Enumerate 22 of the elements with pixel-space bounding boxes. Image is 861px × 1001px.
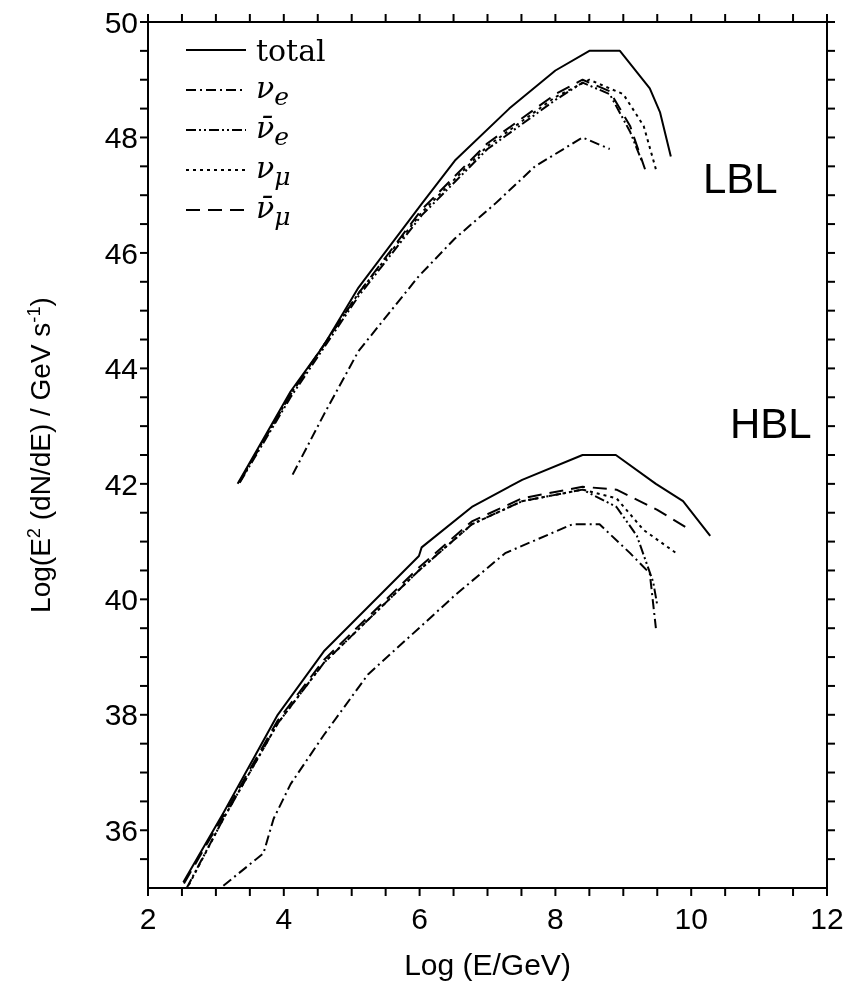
annotation: HBL bbox=[730, 400, 812, 447]
legend-label: ν$_{μ}$ bbox=[256, 149, 291, 191]
annotation: LBL bbox=[703, 155, 778, 202]
legend-label: ν̄$_{μ}$ bbox=[256, 189, 291, 231]
legend-label: ν$_{e}$ bbox=[256, 69, 290, 111]
x-tick-label: 4 bbox=[275, 902, 293, 936]
y-tick-label: 42 bbox=[104, 467, 138, 501]
legend-label: ν̄$_{e}$ bbox=[256, 109, 290, 151]
y-tick-label: 50 bbox=[104, 5, 138, 39]
x-axis-title: Log (E/GeV) bbox=[404, 948, 571, 981]
legend-label: total bbox=[256, 32, 326, 68]
y-tick-label: 40 bbox=[104, 582, 138, 616]
y-tick-label: 44 bbox=[104, 352, 138, 386]
y-tick-label: 46 bbox=[104, 236, 138, 270]
y-tick-label: 48 bbox=[104, 121, 138, 155]
x-tick-label: 2 bbox=[139, 902, 157, 936]
y-tick-label: 36 bbox=[104, 813, 138, 847]
x-tick-label: 6 bbox=[411, 902, 428, 936]
x-tick-label: 12 bbox=[810, 902, 844, 936]
x-tick-label: 8 bbox=[547, 902, 564, 936]
x-tick-label: 10 bbox=[674, 902, 708, 936]
y-tick-label: 38 bbox=[104, 698, 138, 732]
